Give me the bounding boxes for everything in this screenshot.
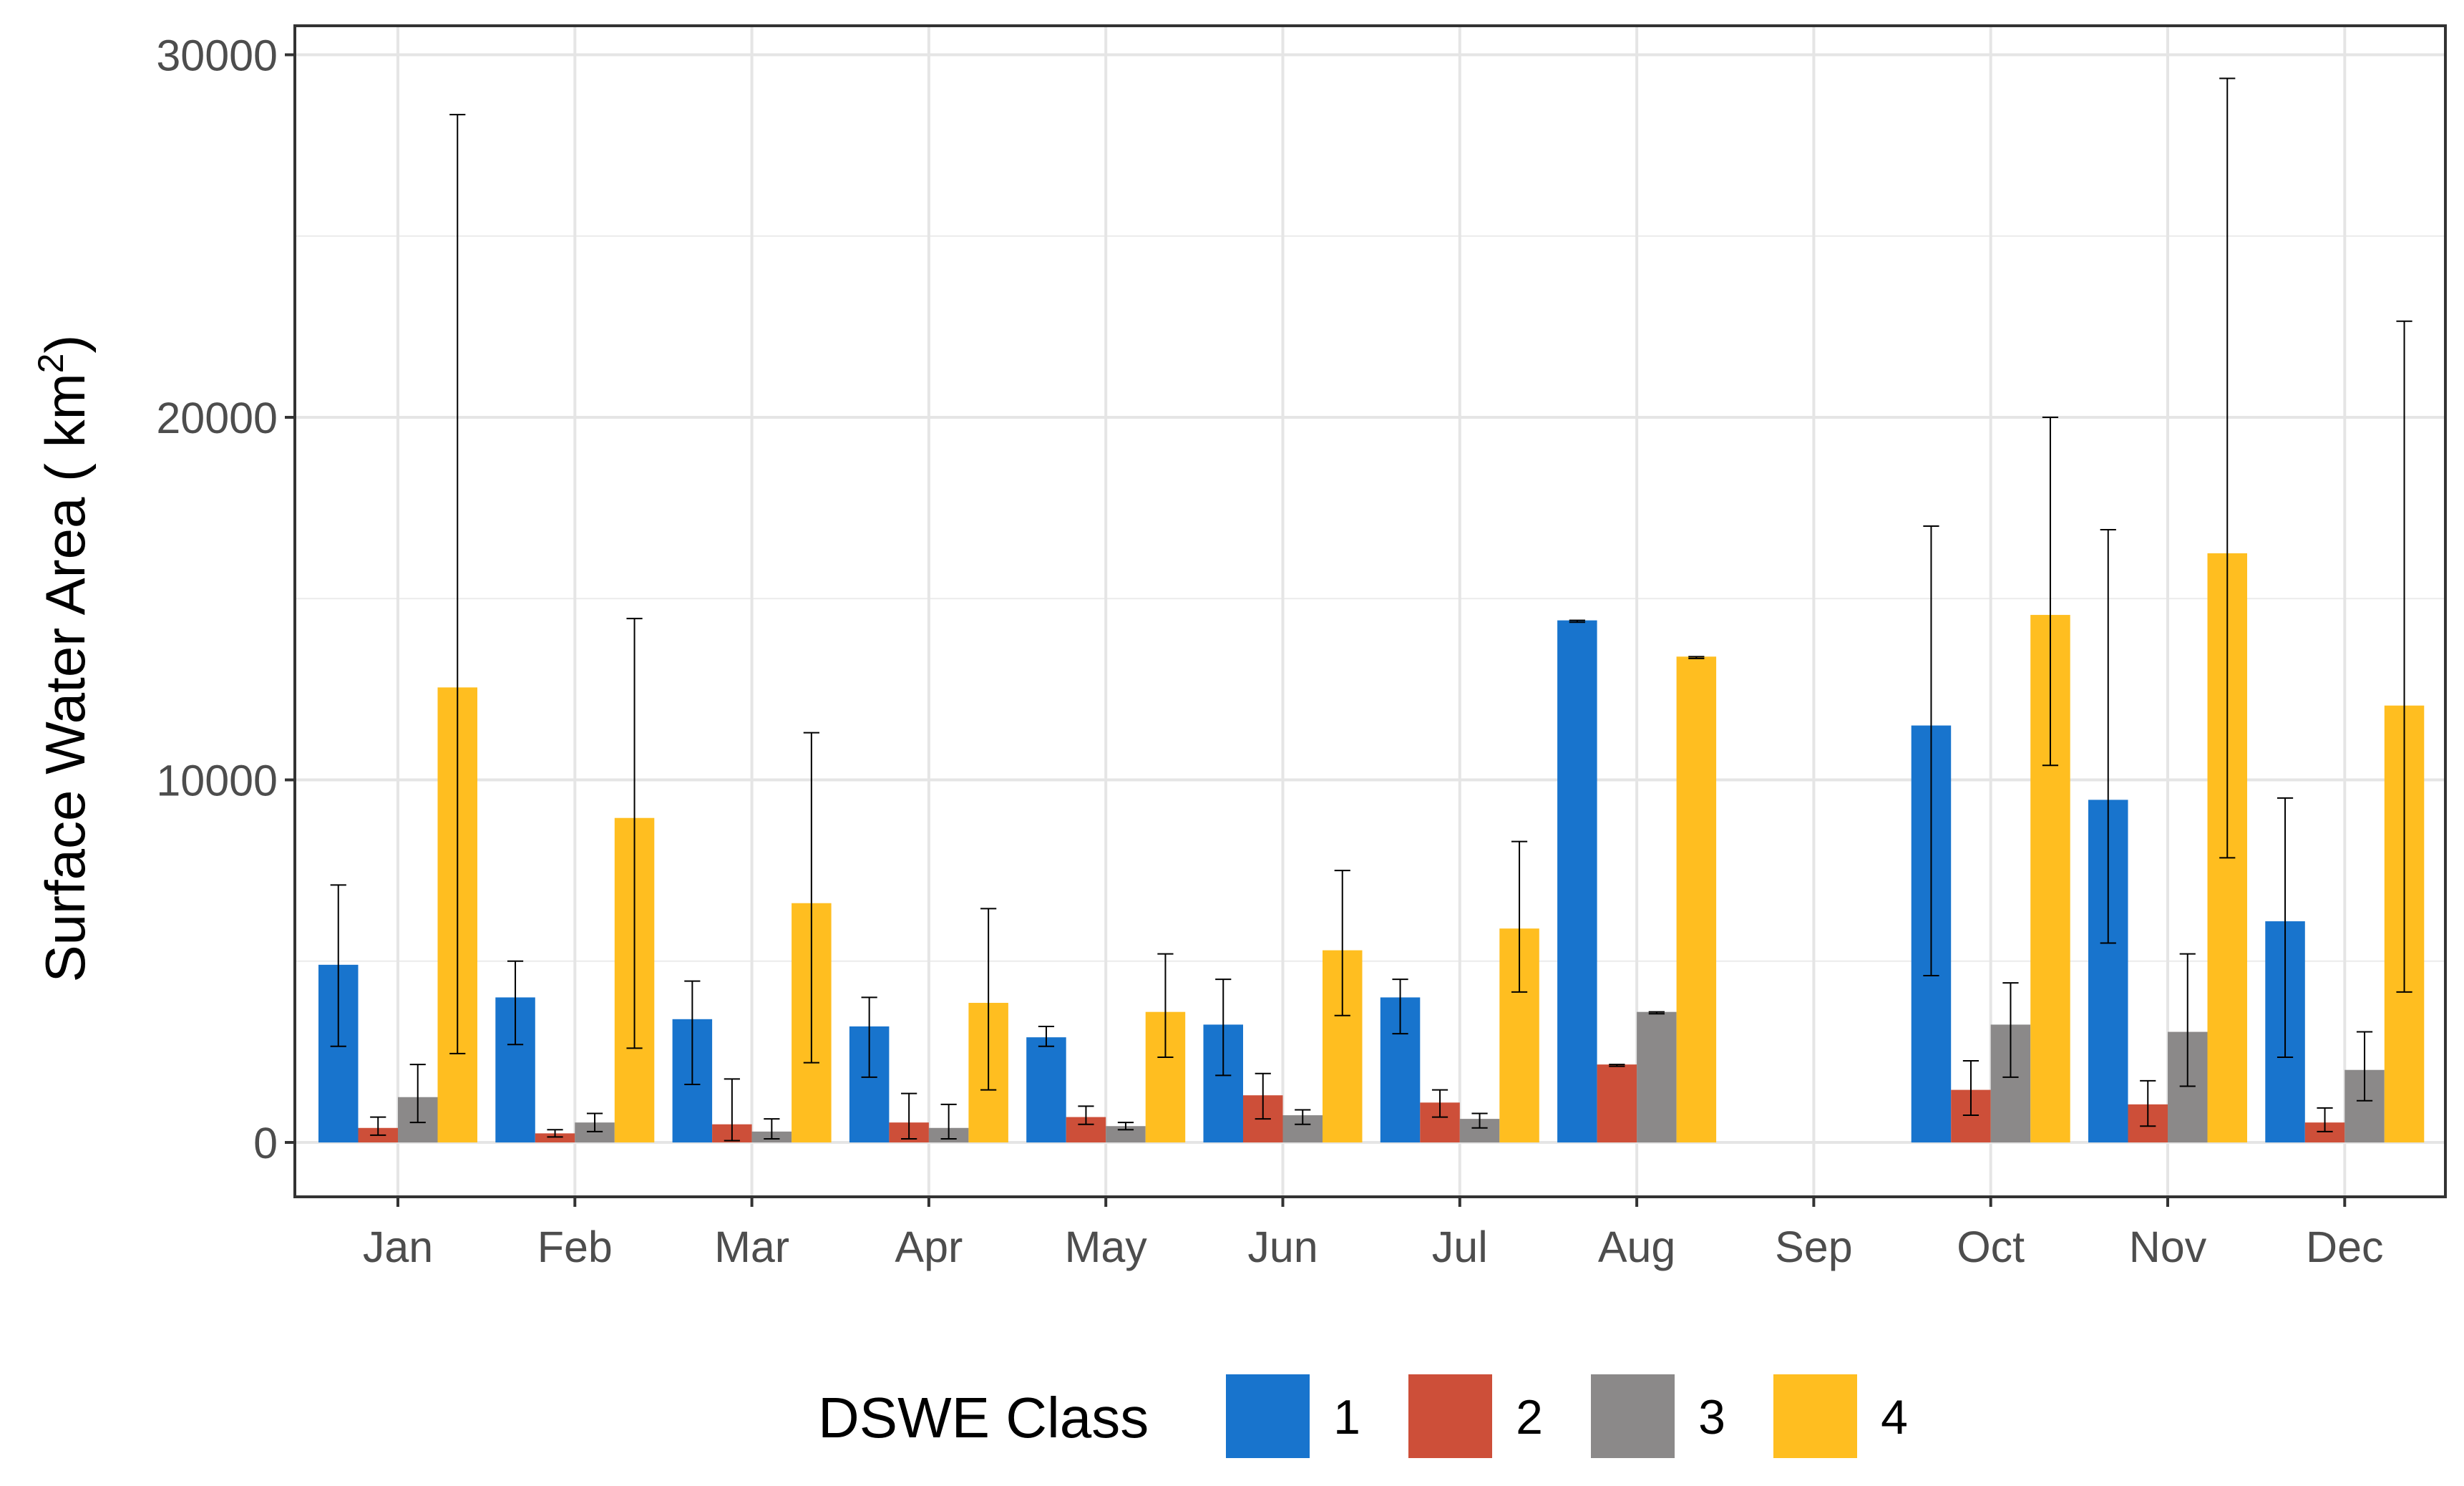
bar-class-3-aug xyxy=(1637,1011,1677,1143)
x-tick-label: Oct xyxy=(1957,1223,2025,1271)
bar-class-4-aug xyxy=(1676,656,1717,1143)
bar-class-2-feb xyxy=(535,1133,575,1143)
x-tick-label: Dec xyxy=(2306,1223,2383,1271)
error-bar-layer xyxy=(330,77,2412,1142)
bar-class-1-may xyxy=(1026,1037,1066,1143)
y-axis: 0 10000 20000 30000 xyxy=(156,31,295,1167)
legend: DSWE Class 1 2 3 4 xyxy=(818,1374,1908,1458)
y-axis-title-close: ) xyxy=(34,335,97,354)
x-tick-label: Jan xyxy=(363,1223,433,1271)
y-tick-label: 10000 xyxy=(156,757,278,805)
bar-class-1-aug xyxy=(1557,620,1597,1143)
legend-key-3 xyxy=(1591,1374,1675,1458)
x-axis: Jan Feb Mar Apr May Jun Jul Aug Sep Oct Nov Dec xyxy=(363,1197,2384,1271)
y-axis-title: Surface Water Area ( km2) xyxy=(31,335,97,983)
x-tick-label: May xyxy=(1065,1223,1148,1271)
legend-key-4 xyxy=(1773,1374,1857,1458)
bar-class-3-may xyxy=(1106,1126,1146,1143)
legend-label-1: 1 xyxy=(1333,1390,1360,1444)
x-tick-label: Apr xyxy=(895,1223,963,1271)
x-tick-label: Sep xyxy=(1775,1223,1853,1271)
y-tick-label: 20000 xyxy=(156,394,278,442)
x-tick-label: Jul xyxy=(1432,1223,1488,1271)
grid-lines xyxy=(295,26,2445,1197)
legend-title: DSWE Class xyxy=(818,1386,1149,1449)
x-tick-label: Feb xyxy=(537,1223,613,1271)
x-tick-label: Jun xyxy=(1247,1223,1318,1271)
x-tick-label: Nov xyxy=(2129,1223,2207,1271)
y-tick-label: 0 xyxy=(253,1119,278,1167)
legend-label-3: 3 xyxy=(1698,1390,1725,1444)
legend-key-1 xyxy=(1226,1374,1310,1458)
bar-layer xyxy=(318,553,2425,1143)
x-tick-label: Mar xyxy=(714,1223,789,1271)
x-tick-label: Aug xyxy=(1598,1223,1676,1271)
y-axis-title-text: Surface Water Area ( km xyxy=(34,373,97,982)
y-tick-label: 30000 xyxy=(156,31,278,80)
plot-panel-border xyxy=(293,24,2447,1198)
bar-class-2-aug xyxy=(1597,1064,1637,1143)
legend-label-4: 4 xyxy=(1881,1390,1908,1444)
legend-label-2: 2 xyxy=(1516,1390,1543,1444)
y-axis-title-superscript: 2 xyxy=(31,354,71,374)
legend-key-2 xyxy=(1408,1374,1492,1458)
